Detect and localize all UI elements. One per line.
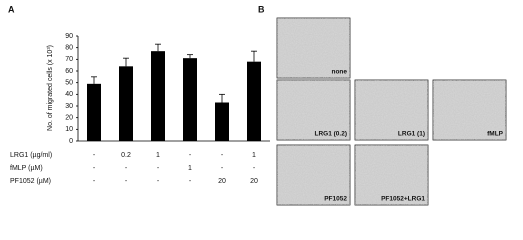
y-tick-label: 10: [65, 126, 73, 133]
y-tick-label: 70: [65, 56, 73, 63]
y-tick-label: 30: [65, 103, 73, 110]
panel-label: B: [258, 4, 265, 14]
treatment-label: PF1052 (µM): [10, 178, 51, 185]
treatment-value: -: [93, 165, 96, 172]
image-label: none: [331, 69, 347, 76]
bar: [247, 61, 261, 141]
bar: [215, 102, 229, 141]
treatment-value: -: [189, 152, 192, 159]
y-tick-label: 80: [65, 45, 73, 52]
treatment-value: -: [221, 165, 224, 172]
image-label: fMLP: [487, 131, 504, 138]
treatment-value: -: [93, 178, 96, 185]
image-label: PF1052+LRG1: [381, 196, 425, 203]
treatment-value: 1: [188, 165, 192, 172]
treatment-value: 20: [218, 178, 226, 185]
treatment-value: 1: [252, 152, 256, 159]
micrograph-texture: [277, 18, 350, 78]
bar: [119, 66, 133, 141]
treatment-value: -: [93, 152, 96, 159]
micrograph-texture: [433, 80, 506, 140]
image-label: LRG1 (0.2): [314, 131, 347, 138]
image-label: PF1052: [324, 196, 347, 203]
treatment-value: 1: [156, 152, 160, 159]
y-tick-label: 60: [65, 68, 73, 75]
treatment-label: fMLP (µM): [10, 165, 43, 172]
bar: [151, 51, 165, 141]
panel-label: A: [8, 4, 15, 14]
y-tick-label: 20: [65, 115, 73, 122]
micrograph-texture: [277, 80, 350, 140]
treatment-value: -: [125, 178, 128, 185]
figure: A B No. of migrated cells (x 10³) 0 10 20 3…: [8, 4, 507, 206]
bar: [183, 58, 197, 141]
treatment-value: -: [157, 178, 160, 185]
treatment-value: -: [221, 152, 224, 159]
y-axis-label: No. of migrated cells (x 10³): [47, 45, 54, 131]
y-tick-label: 90: [65, 33, 73, 40]
image-label: LRG1 (1): [398, 131, 425, 138]
micrograph-texture: [355, 145, 428, 205]
treatment-value: 0.2: [121, 152, 131, 159]
treatment-value: -: [157, 165, 160, 172]
treatment-value: -: [189, 178, 192, 185]
treatment-label: LRG1 (µg/ml): [10, 152, 52, 159]
micrograph-texture: [277, 145, 350, 205]
micrograph-texture: [355, 80, 428, 140]
treatment-value: -: [253, 165, 256, 172]
y-tick-label: 0: [69, 138, 73, 145]
y-tick-label: 50: [65, 80, 73, 87]
y-tick-label: 40: [65, 91, 73, 98]
treatment-value: 20: [250, 178, 258, 185]
treatment-value: -: [125, 165, 128, 172]
bar: [87, 83, 101, 141]
